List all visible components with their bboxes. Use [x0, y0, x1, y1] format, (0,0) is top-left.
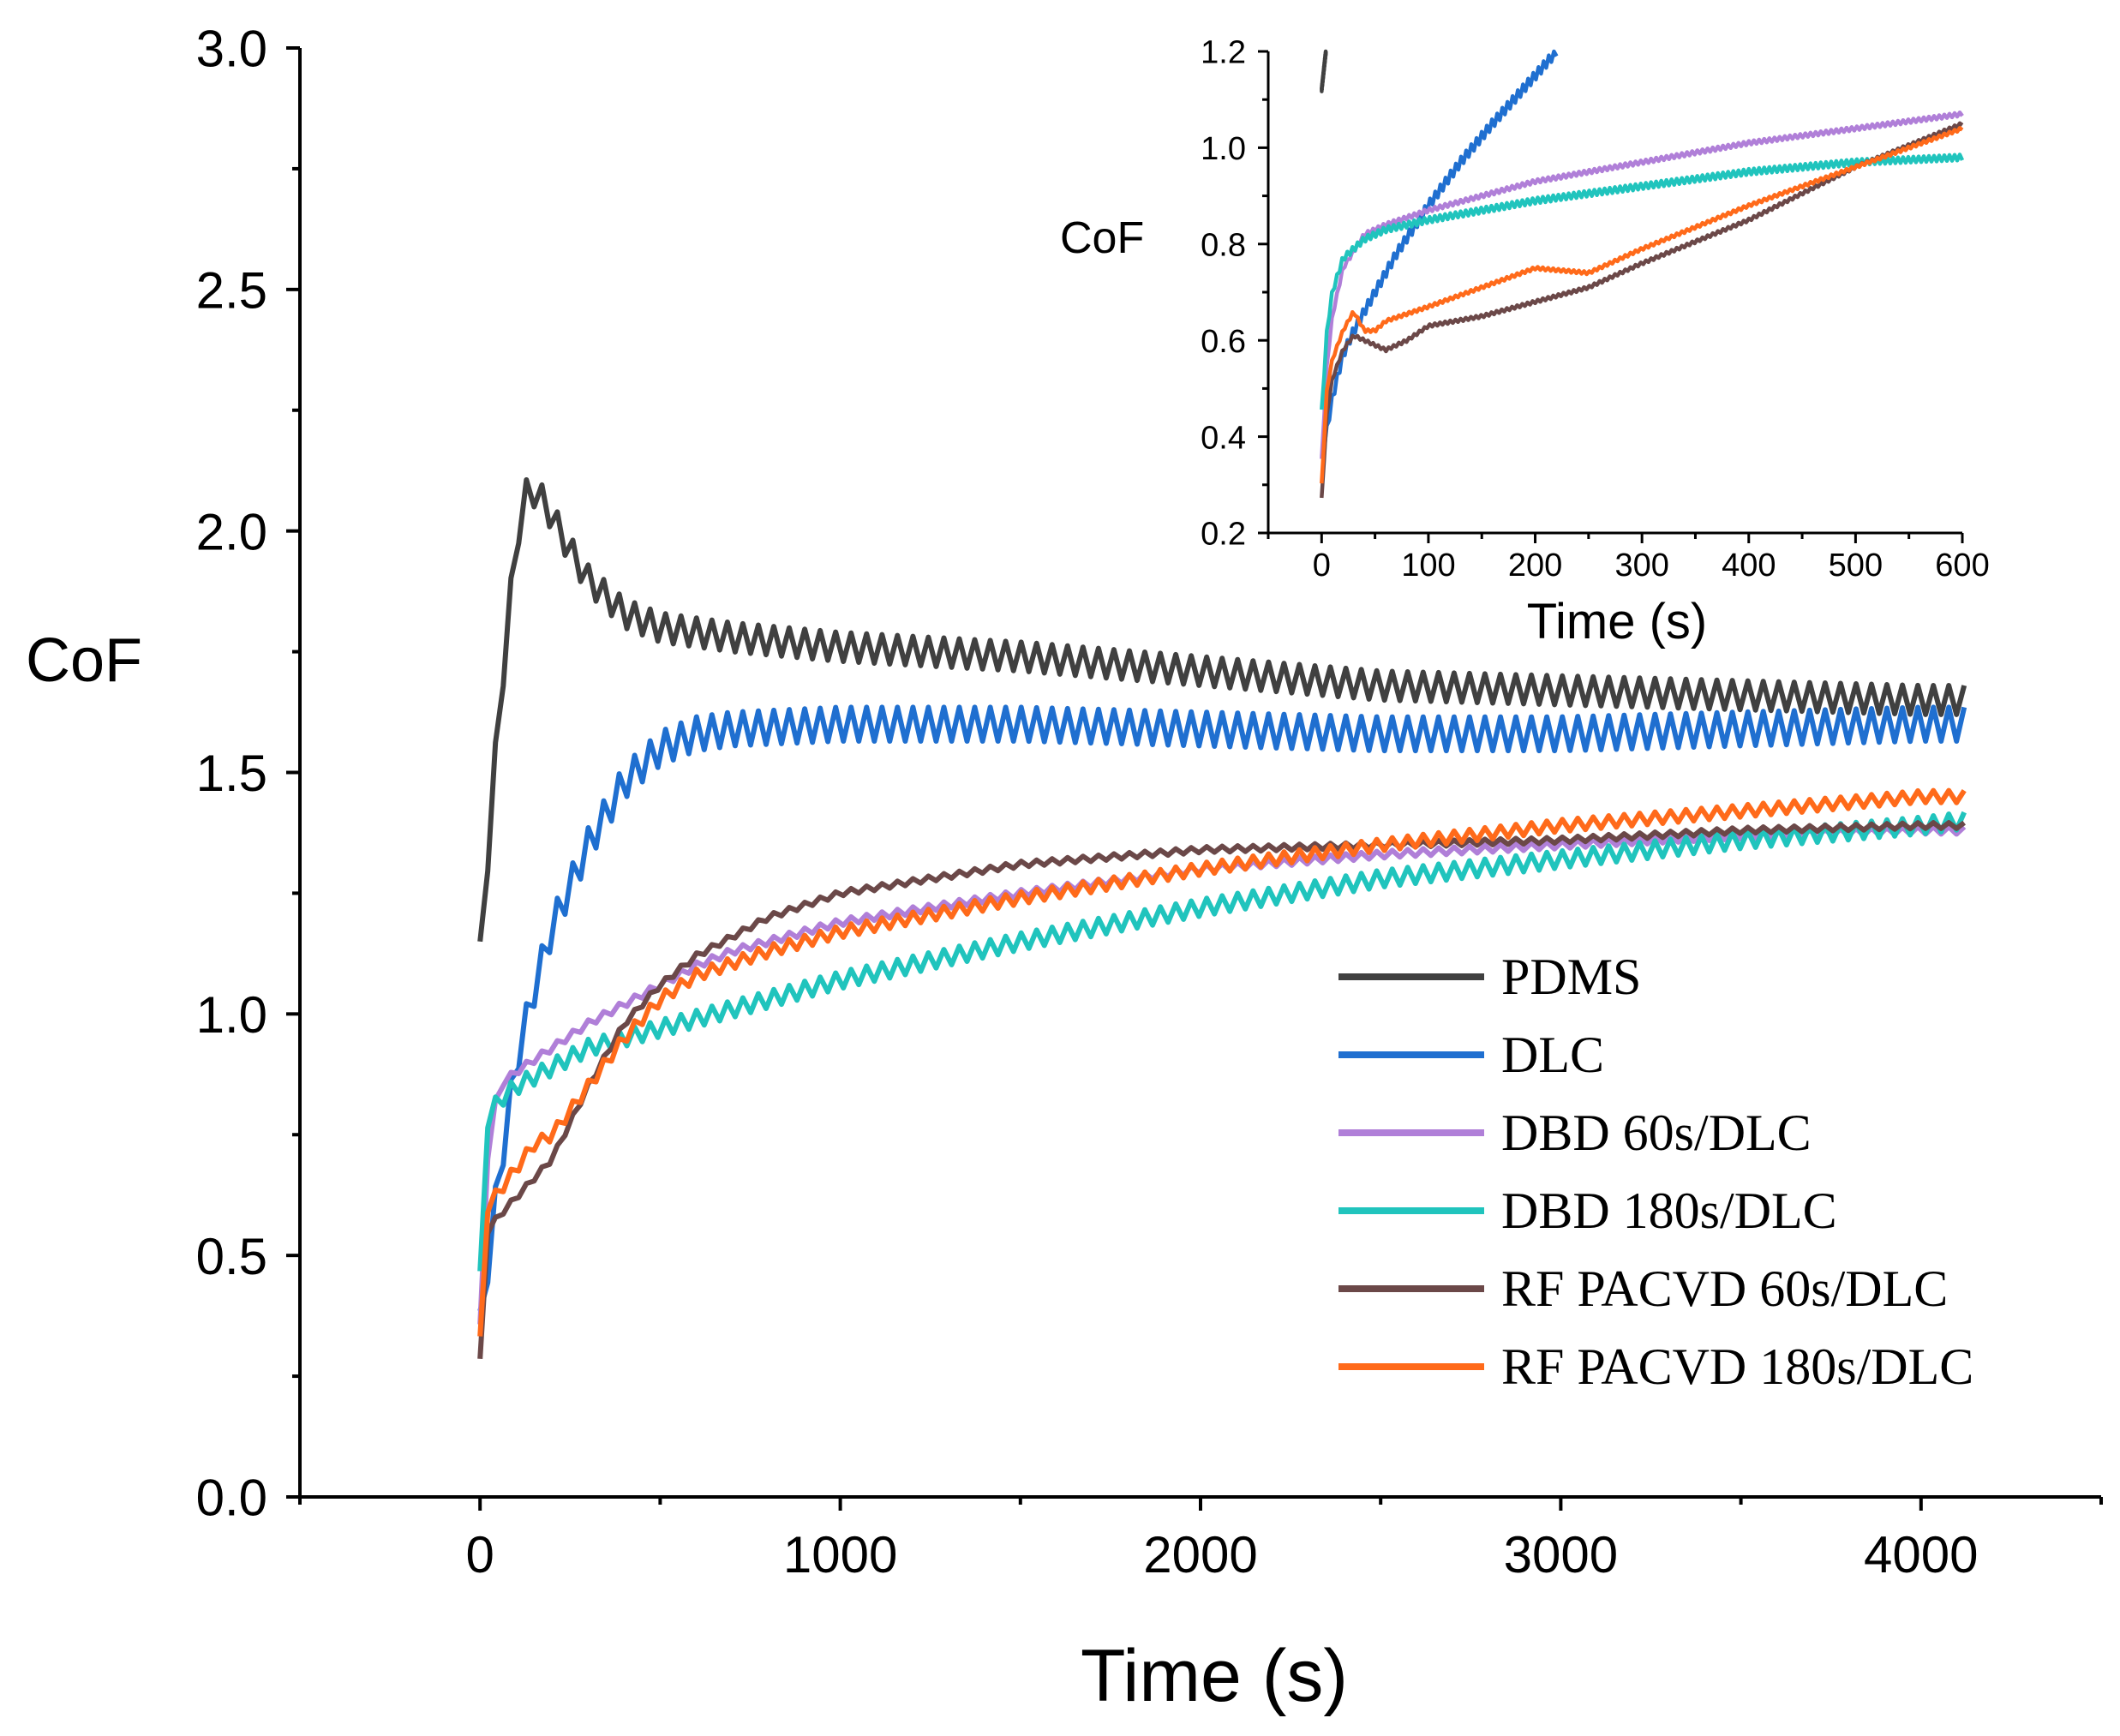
main-series-dlc — [477, 704, 1967, 1312]
main-y-tick-label: 1.5 — [196, 745, 267, 802]
legend-label-dbd-180s-dlc: DBD 180s/DLC — [1501, 1182, 1837, 1239]
main-x-tick-label: 0 — [466, 1526, 494, 1583]
main-x-tick-label: 4000 — [1864, 1526, 1978, 1583]
main-series-pdms — [477, 477, 1967, 943]
legend: PDMS DLC DBD 60s/DLC DBD 180s/DLC RF PACVD 6… — [1338, 949, 1973, 1395]
inset-x-tick-label: 400 — [1722, 548, 1776, 584]
inset-series-rf-pacvd-180s-dlc — [1320, 126, 1964, 484]
legend-label-dbd-60s-dlc: DBD 60s/DLC — [1501, 1104, 1812, 1161]
legend-label-rf-pacvd-180s-dlc: RF PACVD 180s/DLC — [1501, 1338, 1973, 1395]
inset-y-tick-label: 0.8 — [1201, 227, 1246, 263]
inset-series-pdms — [1320, 49, 1328, 93]
main-x-tick-label: 2000 — [1143, 1526, 1257, 1583]
main-y-tick-label: 1.0 — [196, 986, 267, 1044]
main-y-tick-label: 0.0 — [196, 1470, 267, 1527]
inset-y-tick-label: 0.6 — [1201, 324, 1246, 360]
inset-x-axis-label: Time (s) — [1527, 594, 1707, 650]
inset-x-tick-label: 200 — [1508, 548, 1562, 584]
inset-y-tick-label: 0.4 — [1201, 420, 1246, 456]
main-x-axis-label: Time (s) — [1081, 1635, 1348, 1717]
main-series-rf-pacvd-60s-dlc — [477, 820, 1967, 1359]
main-x-tick-label: 3000 — [1504, 1526, 1618, 1583]
main-y-tick-label: 3.0 — [196, 21, 267, 78]
inset-y-tick-label: 0.2 — [1201, 517, 1246, 553]
inset-axes: 0 100 200 300 400 500 600 0.2 0.4 0.6 0.8 1.0 1.2 — [1201, 35, 1990, 584]
main-series-dbd-180s-dlc — [477, 811, 1967, 1272]
legend-label-dlc: DLC — [1501, 1027, 1604, 1083]
inset-x-tick-label: 0 — [1313, 548, 1331, 584]
main-x-tick-label: 1000 — [783, 1526, 897, 1583]
inset-x-tick-label: 100 — [1401, 548, 1455, 584]
inset-y-axis-label: CoF — [1060, 213, 1144, 263]
legend-label-rf-pacvd-60s-dlc: RF PACVD 60s/DLC — [1501, 1260, 1948, 1317]
inset-series-dbd-60s-dlc — [1320, 110, 1964, 459]
inset-background — [1148, 26, 2031, 636]
inset-chart: 0 100 200 300 400 500 600 0.2 0.4 0.6 0.8 1.0 1.2 Ti… — [1060, 26, 2031, 650]
legend-label-pdms: PDMS — [1501, 949, 1641, 1005]
inset-y-tick-label: 1.2 — [1201, 35, 1246, 71]
main-series-rf-pacvd-180s-dlc — [477, 787, 1967, 1337]
inset-series-group — [1320, 49, 1965, 499]
inset-series-dbd-180s-dlc — [1320, 153, 1965, 410]
main-y-tick-label: 2.5 — [196, 261, 267, 319]
inset-x-tick-label: 500 — [1829, 548, 1883, 584]
inset-x-tick-label: 300 — [1614, 548, 1668, 584]
main-y-tick-label: 0.5 — [196, 1228, 267, 1285]
main-series-group — [477, 477, 1967, 1359]
inset-y-tick-label: 1.0 — [1201, 131, 1246, 167]
main-y-axis-label: CoF — [26, 626, 142, 695]
main-y-tick-label: 2.0 — [196, 503, 267, 560]
inset-x-tick-label: 600 — [1935, 548, 1989, 584]
